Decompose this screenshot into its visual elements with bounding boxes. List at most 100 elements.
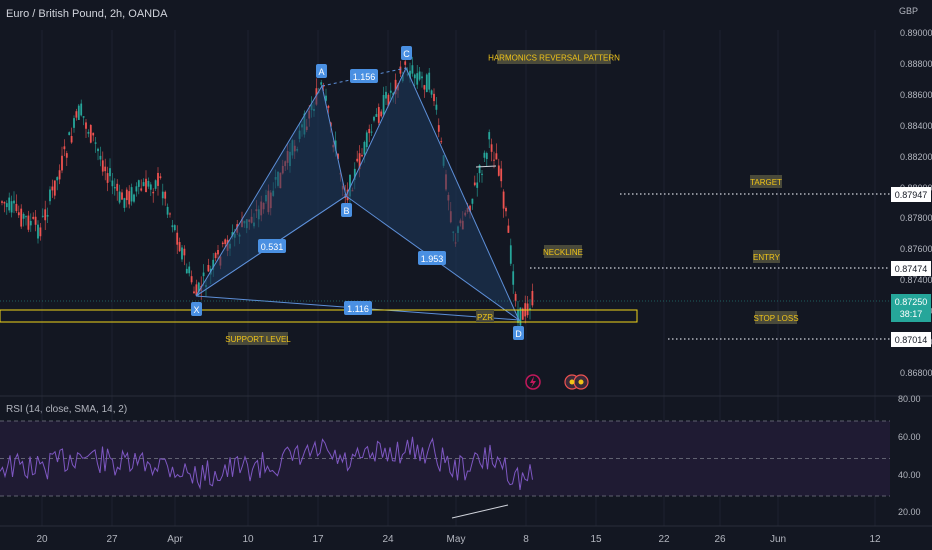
- candle-body: [327, 105, 330, 108]
- candle-body: [380, 111, 383, 117]
- harmonic-pattern[interactable]: [195, 66, 521, 322]
- target-badge[interactable]: 0.87947: [891, 187, 931, 202]
- point-x-label[interactable]: X: [191, 302, 202, 316]
- svg-text:SUPPORT LEVEL: SUPPORT LEVEL: [225, 335, 291, 344]
- candle-body: [111, 180, 114, 187]
- candle-body: [32, 216, 35, 219]
- ratio-xd-label[interactable]: 1.116: [344, 301, 372, 315]
- ratio-ab-label[interactable]: 0.531: [258, 239, 286, 253]
- candle-body: [25, 216, 27, 218]
- point-b-label[interactable]: B: [341, 203, 352, 217]
- svg-text:STOP LOSS: STOP LOSS: [753, 314, 798, 323]
- price-tick: 0.87400: [900, 275, 932, 285]
- candle-body: [87, 131, 90, 134]
- candle-body: [171, 225, 174, 228]
- candle-body: [37, 224, 39, 239]
- candle-body: [370, 131, 373, 133]
- harmonics-title[interactable]: HARMONICS REVERSAL PATTERN: [488, 50, 620, 64]
- candle-body: [164, 191, 167, 199]
- candle-body: [1, 201, 3, 203]
- point-c-label[interactable]: C: [401, 46, 412, 60]
- rsi-title: RSI (14, close, SMA, 14, 2): [6, 404, 128, 415]
- rsi-scale[interactable]: 80.00 60.00 40.00 20.00: [898, 394, 921, 517]
- candle-body: [159, 176, 162, 179]
- point-d-label[interactable]: D: [513, 326, 524, 340]
- neckline-annotation[interactable]: NECKLINE: [543, 245, 583, 258]
- svg-text:D: D: [515, 329, 522, 339]
- rsi-tick: 20.00: [898, 507, 921, 517]
- price-tick: 0.87600: [900, 244, 932, 254]
- time-label: 10: [242, 534, 254, 545]
- candle-body: [63, 146, 66, 150]
- target-annotation[interactable]: TARGET: [750, 175, 782, 188]
- stop-badge[interactable]: 0.87014: [891, 332, 931, 347]
- time-label: Jun: [770, 534, 786, 545]
- candle-body: [521, 308, 524, 320]
- candle-body: [394, 79, 397, 95]
- time-label: 26: [714, 534, 726, 545]
- entry-badge[interactable]: 0.87474: [891, 261, 931, 276]
- candle-body: [176, 232, 179, 245]
- stop-loss-annotation[interactable]: STOP LOSS: [753, 311, 799, 324]
- candle-body: [61, 155, 63, 171]
- candle-body: [382, 95, 385, 115]
- lightning-icon[interactable]: [525, 374, 541, 390]
- flag-events-icon[interactable]: [564, 374, 589, 390]
- candle-body: [80, 103, 83, 116]
- candle-body: [99, 155, 102, 160]
- candle-body: [519, 307, 522, 326]
- ratio-ac-label[interactable]: 1.156: [350, 69, 378, 83]
- rsi-tick: 40.00: [898, 470, 921, 480]
- candle-body: [214, 253, 217, 259]
- candle-body: [507, 225, 510, 233]
- candle-body: [202, 272, 205, 277]
- ratio-bc-label[interactable]: 1.953: [418, 251, 446, 265]
- candle-body: [104, 166, 107, 172]
- price-scale[interactable]: 0.890000.888000.886000.884000.882000.880…: [900, 28, 932, 378]
- candle-body: [409, 70, 411, 79]
- candle-body: [361, 154, 363, 157]
- candle-body: [53, 180, 56, 196]
- pzr-label[interactable]: PZR: [476, 310, 494, 322]
- point-a-label[interactable]: A: [316, 64, 327, 78]
- svg-text:0.87474: 0.87474: [895, 264, 928, 274]
- candle-body: [121, 192, 123, 200]
- entry-annotation[interactable]: ENTRY: [753, 250, 781, 263]
- candle-body: [97, 148, 99, 152]
- candle-body: [387, 94, 390, 106]
- time-label: 22: [658, 534, 670, 545]
- svg-text:NECKLINE: NECKLINE: [543, 248, 583, 257]
- candle-body: [34, 216, 37, 225]
- candle-body: [495, 153, 498, 160]
- time-label: 15: [590, 534, 602, 545]
- time-label: 20: [36, 534, 48, 545]
- candle-body: [3, 202, 6, 204]
- candle-body: [65, 153, 68, 158]
- candle-body: [368, 128, 371, 134]
- candle-body: [22, 213, 25, 219]
- svg-text:X: X: [193, 305, 199, 315]
- candle-body: [377, 107, 380, 123]
- support-annotation[interactable]: SUPPORT LEVEL: [225, 332, 291, 345]
- candle-body: [17, 212, 20, 216]
- time-axis[interactable]: 20 27 Apr 10 17 24 May 8 15 22 26 Jun 12: [36, 534, 881, 545]
- candle-body: [418, 71, 421, 80]
- candle-body: [152, 191, 155, 194]
- candle-body: [5, 203, 8, 208]
- candle-body: [49, 189, 51, 202]
- time-label: 12: [869, 534, 881, 545]
- candle-body: [197, 282, 200, 295]
- candle-body: [130, 187, 133, 202]
- candle-body: [207, 265, 210, 272]
- rsi-line: [0, 436, 533, 490]
- candle-body: [58, 170, 61, 180]
- candle-body: [128, 191, 131, 205]
- candle-body: [142, 182, 145, 187]
- candle-body: [190, 276, 193, 283]
- last-price-badge[interactable]: 0.87250 38:17: [891, 294, 931, 322]
- candle-body: [337, 153, 339, 159]
- candle-body: [497, 165, 500, 176]
- candle-body: [173, 225, 176, 231]
- candle-body: [526, 303, 529, 316]
